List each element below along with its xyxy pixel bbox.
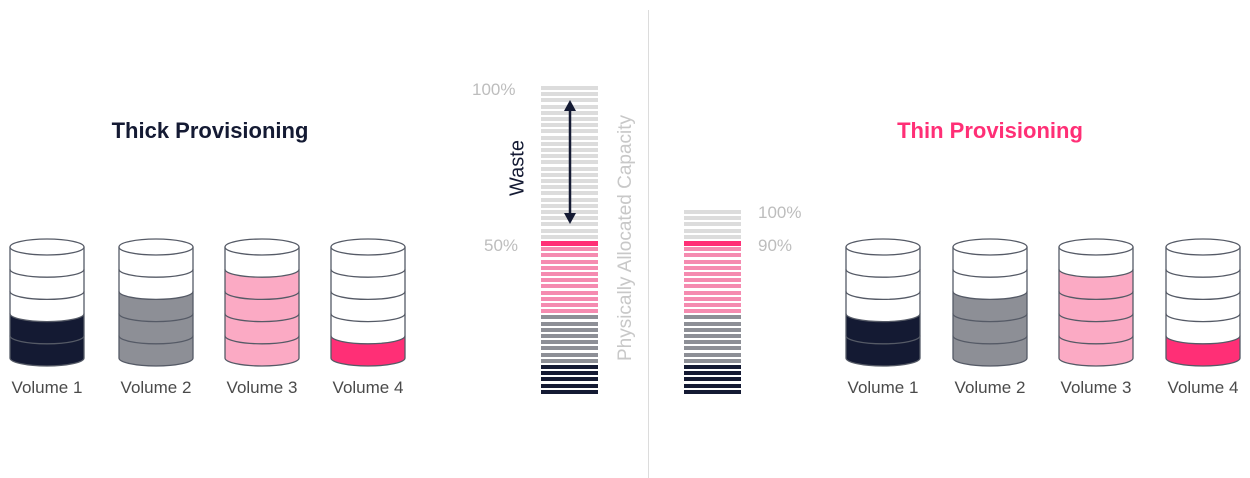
- capacity-stripe: [541, 222, 598, 227]
- thin-volume-3-cylinder-icon: [1058, 238, 1134, 367]
- capacity-stripe: [684, 371, 741, 376]
- capacity-stripe: [541, 228, 598, 233]
- capacity-stripe: [684, 290, 741, 295]
- thick-volume-1-label: Volume 1: [11, 378, 83, 397]
- capacity-stripe: [684, 340, 741, 345]
- capacity-stripe: [541, 371, 598, 376]
- capacity-stripe: [541, 278, 598, 283]
- capacity-stripe: [684, 259, 741, 264]
- thin-provisioning-title: Thin Provisioning: [897, 118, 1083, 143]
- thin-volume-1-label: Volume 1: [847, 378, 919, 397]
- capacity-stripe: [684, 234, 741, 239]
- capacity-stripe: [684, 253, 741, 258]
- capacity-stripe: [684, 358, 741, 363]
- capacity-stripe: [684, 272, 741, 276]
- capacity-stripe: [541, 340, 598, 345]
- capacity-stripe: [684, 334, 741, 338]
- capacity-stripe: [541, 327, 598, 332]
- capacity-stripe: [684, 278, 741, 283]
- thin-volume-1-cylinder-icon: [845, 238, 921, 367]
- capacity-stripe: [541, 315, 598, 320]
- capacity-stripe: [541, 234, 598, 239]
- capacity-stripe: [541, 296, 598, 301]
- thin-volume-3-label: Volume 3: [1060, 378, 1132, 397]
- thick-volume-4-cylinder-icon: [330, 238, 406, 367]
- capacity-stripe: [541, 86, 598, 90]
- capacity-stripe: [684, 265, 741, 270]
- thick-50-percent-label: 50%: [484, 236, 519, 255]
- capacity-stripe: [684, 216, 741, 221]
- capacity-stripe: [541, 309, 598, 314]
- center-divider: [648, 10, 649, 478]
- capacity-stripe: [541, 346, 598, 351]
- capacity-stripe: [541, 247, 598, 252]
- thin-volume-2-cylinder-icon: [952, 238, 1028, 367]
- capacity-stripe: [684, 365, 741, 369]
- capacity-stripe: [684, 228, 741, 233]
- capacity-stripe: [684, 383, 741, 388]
- capacity-stripe: [684, 241, 741, 246]
- capacity-stripe: [541, 321, 598, 326]
- capacity-stripe: [541, 334, 598, 338]
- capacity-stripe: [541, 290, 598, 295]
- thick-volume-3-cylinder-icon: [224, 238, 300, 367]
- thick-provisioning-title: Thick Provisioning: [111, 118, 309, 143]
- capacity-stripe: [541, 377, 598, 382]
- waste-arrow-icon: [564, 100, 576, 224]
- capacity-stripe: [541, 352, 598, 357]
- thick-volume-1-cylinder-icon: [9, 238, 85, 367]
- thin-capacity-bar: [684, 210, 741, 394]
- capacity-stripe: [684, 321, 741, 326]
- capacity-stripe: [684, 284, 741, 289]
- capacity-stripe: [684, 327, 741, 332]
- capacity-stripe: [541, 303, 598, 307]
- capacity-stripe: [541, 92, 598, 97]
- thin-volume-4-cylinder-icon: [1165, 238, 1241, 367]
- capacity-stripe: [541, 365, 598, 369]
- capacity-stripe: [684, 315, 741, 320]
- capacity-stripe: [684, 346, 741, 351]
- thick-volume-3-label: Volume 3: [226, 378, 298, 397]
- capacity-stripe: [541, 272, 598, 276]
- waste-label: Waste: [506, 140, 529, 196]
- capacity-stripe: [541, 383, 598, 388]
- capacity-stripe: [684, 309, 741, 314]
- capacity-stripe: [684, 389, 741, 394]
- capacity-stripe: [684, 352, 741, 357]
- capacity-stripe: [541, 265, 598, 270]
- thick-100-percent-label: 100%: [472, 80, 516, 99]
- thick-volume-2-label: Volume 2: [120, 378, 192, 397]
- capacity-stripe: [541, 98, 598, 103]
- capacity-stripe: [684, 303, 741, 307]
- capacity-stripe: [684, 222, 741, 227]
- capacity-stripe: [684, 210, 741, 214]
- capacity-stripe: [684, 377, 741, 382]
- capacity-stripe: [684, 247, 741, 252]
- capacity-stripe: [541, 284, 598, 289]
- thin-volume-2-label: Volume 2: [954, 378, 1026, 397]
- thick-volume-2-cylinder-icon: [118, 238, 194, 367]
- physically-allocated-capacity-label: Physically Allocated Capacity: [615, 114, 636, 362]
- capacity-stripe: [684, 296, 741, 301]
- thin-90-percent-label: 90%: [758, 236, 793, 255]
- thin-100-percent-label: 100%: [758, 203, 802, 222]
- capacity-stripe: [541, 253, 598, 258]
- capacity-stripe: [541, 241, 598, 246]
- thick-volume-4-label: Volume 4: [332, 378, 404, 397]
- capacity-stripe: [541, 389, 598, 394]
- capacity-stripe: [541, 259, 598, 264]
- capacity-stripe: [541, 358, 598, 363]
- thin-volume-4-label: Volume 4: [1167, 378, 1239, 397]
